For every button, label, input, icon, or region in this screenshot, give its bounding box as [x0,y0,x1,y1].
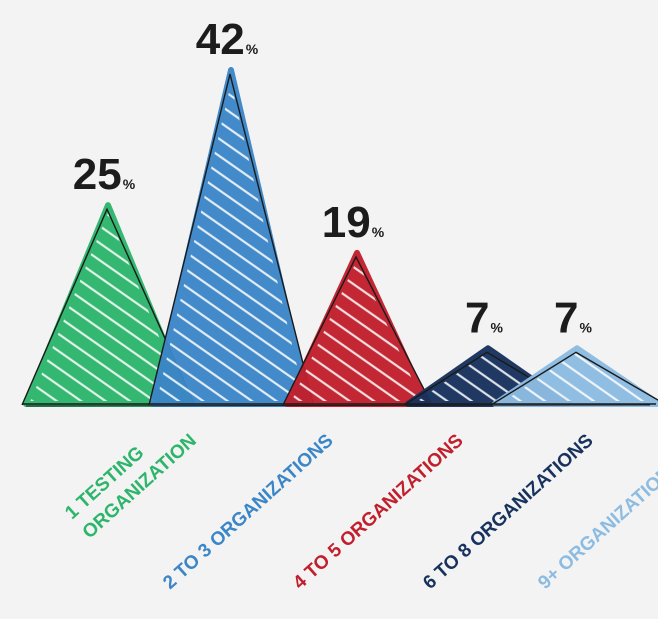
peak-3 [282,249,432,407]
value-labels-layer: 25% 42% 19% 7% 7% [73,15,593,342]
peak-fill-2 [150,67,312,407]
value-label-5: 7% [554,293,592,342]
peak-fill-3 [284,249,430,407]
value-label-4: 7% [465,293,503,342]
baseline-sketch [25,404,651,407]
value-label-1: 25% [73,150,136,199]
value-label-3: 19% [322,198,385,247]
peak-outline-5 [490,351,658,406]
peak-outline-2 [148,73,314,406]
baseline-layer [22,403,656,407]
peak-outline-3 [282,255,432,406]
category-label-1: 1 TESTINGORGANIZATION [61,411,200,543]
value-label-2: 42% [196,15,259,64]
peak-2 [148,67,314,407]
